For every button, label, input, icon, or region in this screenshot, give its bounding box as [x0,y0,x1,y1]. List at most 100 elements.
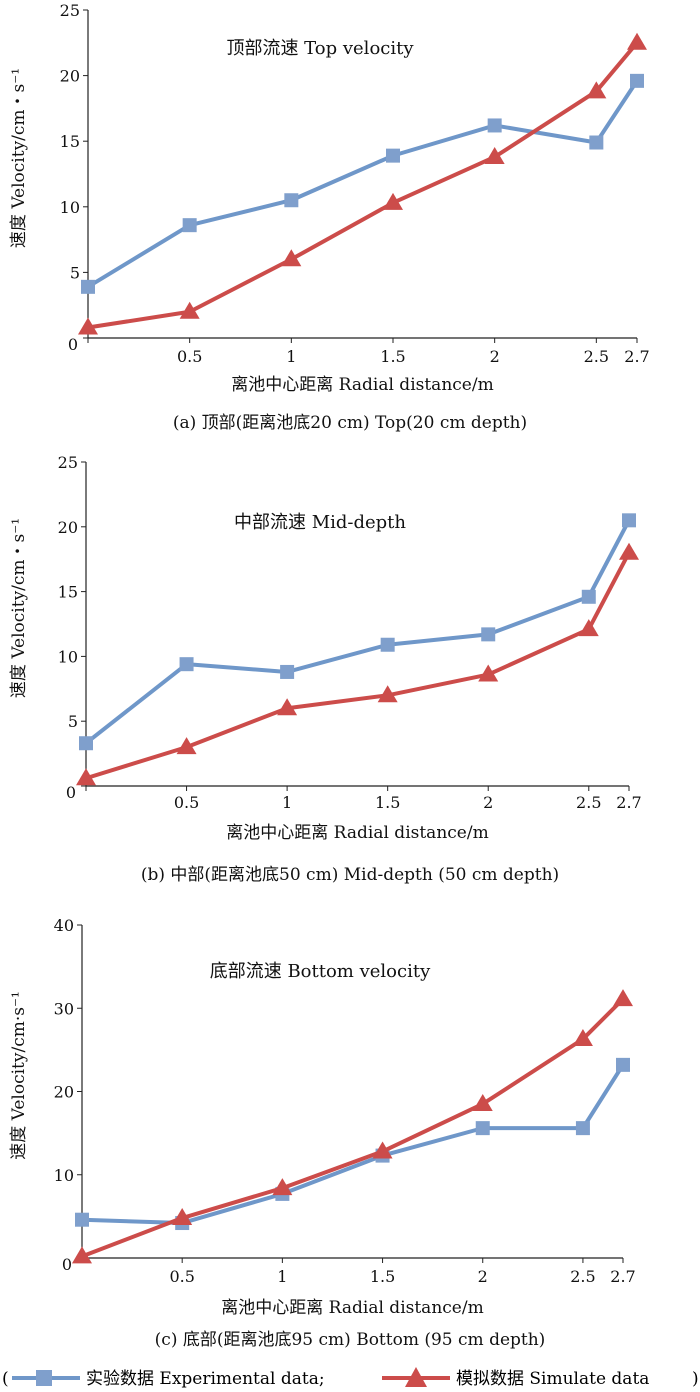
legend: ( 实验数据 Experimental data; 模拟数据 Simulate … [0,1364,700,1392]
experimental-data-point [487,118,502,133]
x-tick-label: 2.7 [610,1267,635,1286]
simulated-data-point [76,768,96,786]
legend-simulated-label: 模拟数据 Simulate data [456,1369,649,1389]
legend-open-paren: ( [2,1369,9,1389]
simulated-data-point [72,1246,92,1264]
y-tick-label: 10 [58,647,78,666]
x-axis-label: 离池中心距离 Radial distance/m [226,823,488,843]
simulated-data-point [572,1029,593,1047]
simulated-data-point [78,317,98,335]
y-tick-label: 10 [60,198,80,217]
x-tick-label: 0.5 [177,347,202,366]
x-tick-label: 2.7 [616,793,641,812]
simulated-data-point [383,192,403,210]
legend-simulated-marker [405,1367,427,1387]
legend-svg: ( 实验数据 Experimental data; 模拟数据 Simulate … [2,1367,699,1389]
origin-label: 0 [68,335,78,354]
chart-b-caption: (b) 中部(距离池底50 cm) Mid-depth (50 cm depth… [140,865,560,885]
x-tick-label: 2.5 [576,793,601,812]
chart-title: 中部流速 Mid-depth [234,512,406,533]
simulated-data-point [372,1141,393,1159]
x-tick-label: 2 [483,793,493,812]
chart-a-svg: 5 10 15 20 25 0 0.5 1 1.5 2 2.5 2.7 顶部流速 Top velocit… [9,1,650,395]
x-tick-label: 2.5 [570,1267,595,1286]
x-tick-label: 1.5 [370,1267,395,1286]
x-tick-label: 0.5 [169,1267,194,1286]
legend-experimental-marker [36,1370,52,1386]
simulated-data-point [472,1093,493,1111]
x-tick-label: 2 [490,347,500,366]
simulated-data-point [179,301,200,319]
legend-experimental-label: 实验数据 Experimental data; [86,1369,325,1389]
experimental-data-point [284,193,299,208]
experimental-data-point [630,73,644,88]
y-tick-label: 25 [60,1,80,20]
experimental-data-point [475,1121,490,1136]
chart-panel-a: 5 10 15 20 25 0 0.5 1 1.5 2 2.5 2.7 顶部流速 Top velocit… [0,0,700,440]
simulated-data-point [619,542,639,560]
x-tick-label: 1 [286,347,296,366]
y-tick-label: 5 [70,263,80,282]
simulated-data-point [172,1208,193,1226]
experimental-series-line [81,1063,625,1226]
y-tick-label: 20 [58,518,78,537]
y-axis-label: 速度 Velocity/cm・s⁻¹ [9,518,29,698]
chart-c-caption: (c) 底部(距离池底95 cm) Bottom (95 cm depth) [154,1330,546,1350]
experimental-data-point [179,657,194,672]
x-tick-label: 1.5 [380,347,405,366]
simulated-data-point [281,249,302,267]
experimental-data-point [386,148,400,163]
simulated-data-point [484,146,505,164]
x-tick-label: 0.5 [174,793,199,812]
simulated-data-point [586,81,607,99]
experimental-data-point [589,135,604,150]
y-tick-label: 20 [60,67,80,86]
x-tick-label: 1 [277,1267,287,1286]
simulated-data-point [272,1178,293,1196]
y-axis-label: 速度 Velocity/cm・s⁻¹ [9,68,29,248]
x-tick-label: 2 [478,1267,488,1286]
experimental-data-point [280,664,295,679]
chart-a-caption: (a) 顶部(距离池底20 cm) Top(20 cm depth) [172,413,528,433]
experimental-data-point [616,1057,630,1072]
simulated-data-point [176,737,197,755]
y-tick-label: 20 [54,1083,74,1102]
chart-title: 底部流速 Bottom velocity [210,961,431,982]
simulated-data-point [277,698,298,716]
x-tick-label: 2.5 [584,347,609,366]
x-axis-label: 离池中心距离 Radial distance/m [221,1298,483,1318]
legend-close-paren: ) [692,1369,699,1389]
y-tick-label: 10 [54,1166,74,1185]
experimental-data-point [81,279,95,294]
simulated-data-point [377,685,398,703]
simulated-data-point [478,664,499,682]
experimental-data-point [481,627,496,642]
experimental-data-point [575,1121,590,1136]
y-tick-label: 15 [58,583,78,602]
chart-title: 顶部流速 Top velocity [226,38,414,59]
origin-label: 0 [66,783,76,802]
simulated-data-point [627,32,647,50]
chart-c-svg: 10 20 30 40 0 0.5 1 1.5 2 2.5 2.7 底部流速 Bottom veloc… [9,916,636,1318]
experimental-data-point [622,513,636,528]
experimental-data-point [79,736,93,751]
y-tick-label: 25 [58,453,78,472]
chart-b-svg: 5 10 15 20 25 0 0.5 1 1.5 2 2.5 2.7 中部流速 Mid-depth 离池… [9,453,642,843]
experimental-data-point [75,1212,89,1227]
simulated-data-point [613,989,633,1007]
simulated-data-point [578,619,599,637]
x-tick-label: 1 [282,793,292,812]
experimental-data-point [581,589,596,604]
x-tick-label: 1.5 [375,793,400,812]
x-tick-label: 2.7 [624,347,649,366]
origin-label: 0 [62,1255,72,1274]
experimental-data-point [182,218,197,233]
experimental-data-point [380,637,395,652]
y-tick-label: 15 [60,132,80,151]
y-tick-label: 40 [54,916,74,935]
x-axis-label: 离池中心距离 Radial distance/m [231,375,493,395]
y-axis-label: 速度 Velocity/cm·s⁻¹ [9,991,29,1160]
y-tick-label: 30 [54,999,74,1018]
chart-panel-b: 5 10 15 20 25 0 0.5 1 1.5 2 2.5 2.7 中部流速 Mid-depth 离池… [9,453,642,885]
chart-panel-c: 10 20 30 40 0 0.5 1 1.5 2 2.5 2.7 底部流速 Bottom veloc… [9,916,636,1350]
